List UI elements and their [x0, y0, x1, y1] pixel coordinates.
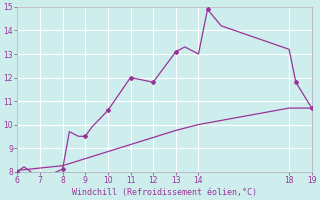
X-axis label: Windchill (Refroidissement éolien,°C): Windchill (Refroidissement éolien,°C): [72, 188, 257, 197]
